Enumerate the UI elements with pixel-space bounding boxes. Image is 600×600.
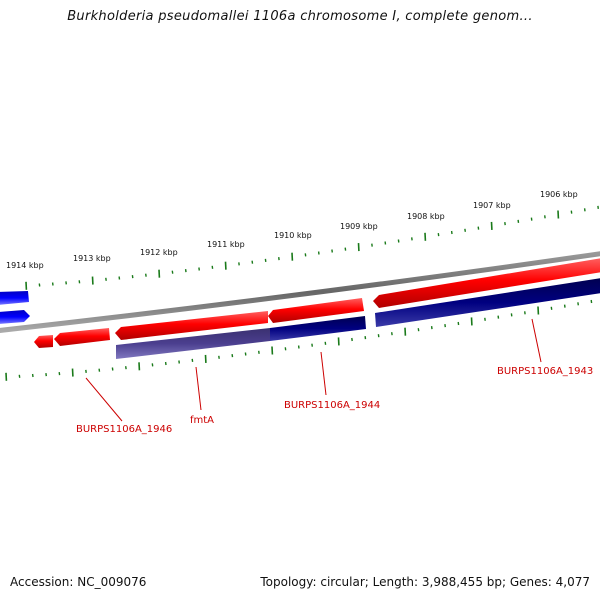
gene-label-burps1106a-1944[interactable]: BURPS1106A_1944 [284, 400, 380, 411]
accession-text: Accession: NC_009076 [10, 575, 147, 589]
gene-blue-2[interactable] [0, 310, 30, 324]
gene-red-1[interactable] [34, 335, 53, 348]
tick-label-1908: 1908 kbp [407, 212, 445, 221]
gene-burps1106a-1943[interactable] [375, 278, 600, 327]
leader-burps1106a-1946 [85, 377, 123, 422]
tick-label-1910: 1910 kbp [274, 231, 312, 240]
scale-labels: 1914 kbp 1913 kbp 1912 kbp 1911 kbp 1910… [6, 190, 578, 270]
gene-burps1106a-1946-red[interactable] [54, 328, 110, 346]
tick-label-1912: 1912 kbp [140, 248, 178, 257]
tick-label-1909: 1909 kbp [340, 222, 378, 231]
leader-fmta [195, 366, 202, 411]
gene-label-burps1106a-1946[interactable]: BURPS1106A_1946 [76, 424, 172, 435]
genome-backbone [0, 251, 600, 333]
gene-red-5[interactable] [373, 258, 600, 308]
tick-label-1914: 1914 kbp [6, 261, 44, 270]
genome-summary-text: Topology: circular; Length: 3,988,455 bp… [260, 575, 590, 589]
gene-red-4[interactable] [268, 298, 364, 323]
gene-label-fmta[interactable]: fmtA [190, 415, 214, 426]
tick-label-1911: 1911 kbp [207, 240, 245, 249]
gene-label-burps1106a-1943[interactable]: BURPS1106A_1943 [497, 366, 593, 377]
map-title: Burkholderia pseudomallei 1106a chromoso… [67, 9, 533, 24]
label-leaders [85, 318, 542, 422]
leader-burps1106a-1943 [531, 318, 542, 363]
tick-label-1913: 1913 kbp [73, 254, 111, 263]
outer-scale-ticks [25, 205, 599, 290]
leader-burps1106a-1944 [320, 351, 327, 396]
tick-label-1906: 1906 kbp [540, 190, 578, 199]
gene-red-3[interactable] [115, 311, 268, 340]
gene-burps1106a-1944[interactable] [270, 316, 366, 341]
gene-fmta[interactable] [116, 328, 270, 359]
gene-blue-1[interactable] [0, 291, 29, 305]
gene-labels: BURPS1106A_1946 fmtA BURPS1106A_1944 BUR… [76, 366, 593, 435]
tick-label-1907: 1907 kbp [473, 201, 511, 210]
inner-scale-ticks [5, 299, 593, 381]
